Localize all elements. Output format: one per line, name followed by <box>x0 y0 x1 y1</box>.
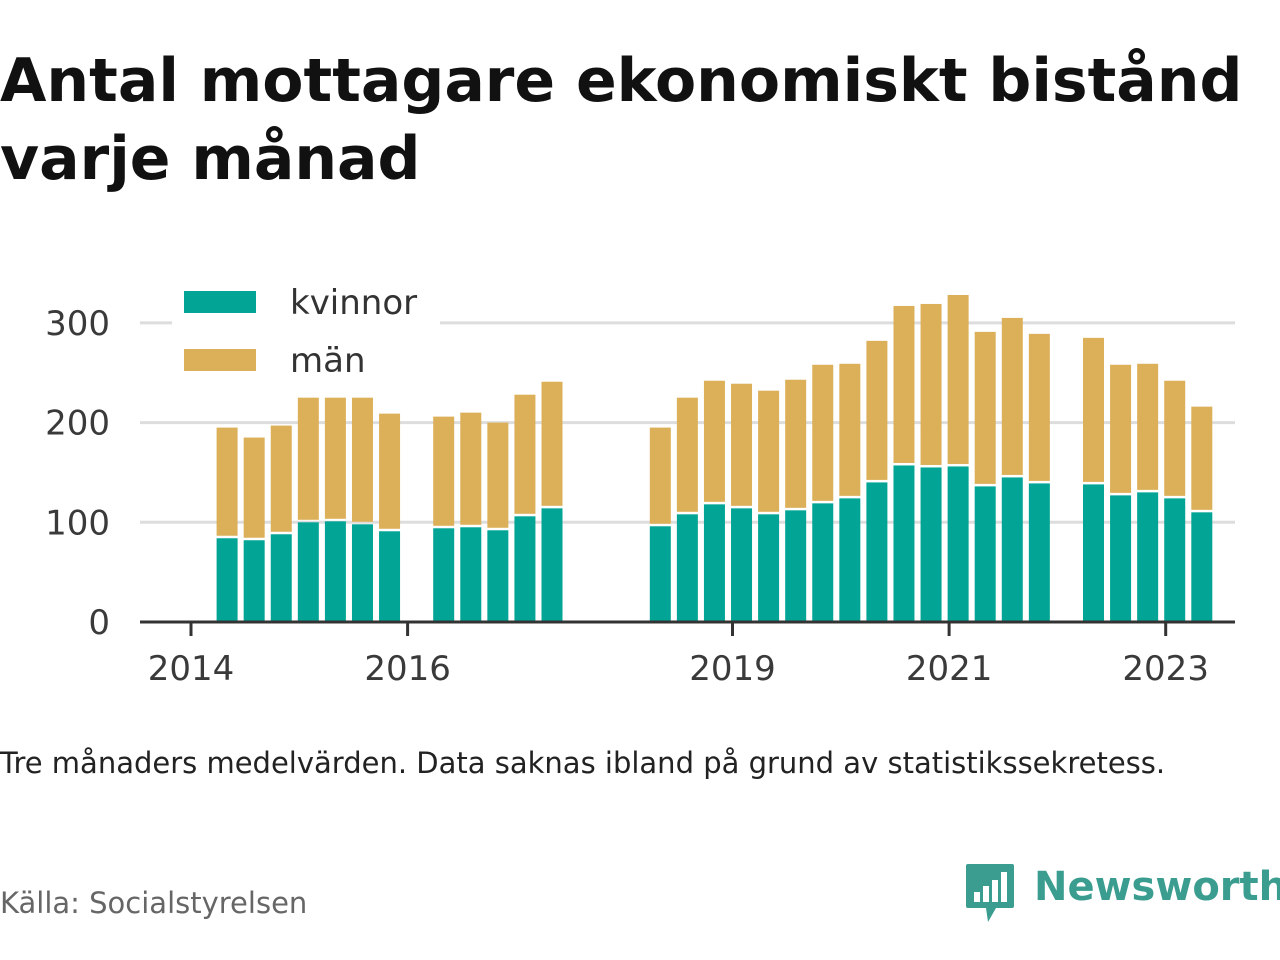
x-tick-label: 2016 <box>364 649 451 689</box>
bar-man <box>1028 333 1050 481</box>
bar-kvinnor <box>487 530 509 622</box>
bar-man <box>433 416 455 526</box>
legend-swatch-kvinnor <box>184 291 256 313</box>
chart: 2014 2016 2019 2021 2023 0 100 200 300 kvinnor … <box>45 282 1235 689</box>
chart-title: Antal mottagare ekonomiskt bistånd varje… <box>0 46 1243 194</box>
legend: kvinnor män <box>172 282 440 392</box>
bar-kvinnor <box>1001 477 1023 622</box>
bar-kvinnor <box>460 527 482 622</box>
bar-man <box>1001 317 1023 475</box>
bar-man <box>649 427 671 524</box>
newsworthy-logo-icon <box>966 864 1014 922</box>
brand-name: Newsworthy <box>1034 864 1280 910</box>
bar-kvinnor <box>812 503 834 622</box>
x-tick-label: 2021 <box>906 649 993 689</box>
bar-kvinnor <box>541 508 563 622</box>
y-tick-label: 200 <box>45 404 110 444</box>
bar-kvinnor <box>1110 495 1132 622</box>
legend-label-man: män <box>290 341 366 381</box>
bar-man <box>785 379 807 508</box>
bar-man <box>351 397 373 522</box>
bar-man <box>703 380 725 502</box>
bar-kvinnor <box>297 522 319 622</box>
bar-man <box>297 397 319 520</box>
bar-kvinnor <box>974 486 996 622</box>
bar-man <box>893 305 915 463</box>
bar-man <box>1110 364 1132 493</box>
bar-kvinnor <box>785 510 807 622</box>
bar-kvinnor <box>270 534 292 622</box>
bar-man <box>1164 380 1186 496</box>
bar-man <box>947 294 969 464</box>
bar-man <box>270 425 292 532</box>
bar-kvinnor <box>1164 498 1186 622</box>
chart-note: Tre månaders medelvärden. Data saknas ib… <box>0 746 1166 780</box>
bar-man <box>974 331 996 484</box>
bar-man <box>243 437 265 538</box>
bar-man <box>1083 337 1104 482</box>
bar-kvinnor <box>920 467 942 622</box>
legend-swatch-man <box>184 349 256 371</box>
bar-kvinnor <box>514 516 536 622</box>
bar-kvinnor <box>758 514 780 622</box>
bar-man <box>460 412 482 525</box>
bar-man <box>920 303 942 465</box>
bar-kvinnor <box>731 508 753 622</box>
x-tick-label: 2019 <box>689 649 776 689</box>
bar-kvinnor <box>433 528 455 622</box>
bar-man <box>1191 406 1213 510</box>
bar-kvinnor <box>243 540 265 622</box>
x-tick-label: 2023 <box>1122 649 1209 689</box>
bar-man <box>541 381 563 506</box>
bar-kvinnor <box>893 465 915 622</box>
x-tick-label: 2014 <box>148 649 235 689</box>
bar-kvinnor <box>216 538 238 622</box>
bar-kvinnor <box>1191 512 1213 622</box>
bar-kvinnor <box>1137 492 1159 622</box>
bar-man <box>676 397 698 512</box>
bar-kvinnor <box>866 482 888 622</box>
bar-kvinnor <box>649 526 671 622</box>
bar-man <box>812 364 834 501</box>
y-tick-label: 0 <box>88 603 110 643</box>
source-text: Källa: Socialstyrelsen <box>0 886 308 920</box>
bar-kvinnor <box>703 504 725 622</box>
bar-man <box>487 422 509 528</box>
bar-kvinnor <box>839 498 861 622</box>
bars <box>216 294 1213 622</box>
bar-man <box>758 390 780 512</box>
x-axis: 2014 2016 2019 2021 2023 <box>140 620 1235 689</box>
bar-man <box>1137 363 1159 490</box>
bar-man <box>324 397 346 519</box>
bar-man <box>839 363 861 496</box>
bar-kvinnor <box>947 466 969 622</box>
bar-man <box>866 340 888 480</box>
bar-kvinnor <box>351 524 373 622</box>
bar-kvinnor <box>676 514 698 622</box>
legend-label-kvinnor: kvinnor <box>290 283 417 323</box>
brand-logo[interactable]: Newsworthy <box>964 862 1280 926</box>
bar-kvinnor <box>379 531 401 622</box>
bar-man <box>514 394 536 514</box>
bar-man <box>379 413 401 529</box>
bar-man <box>731 383 753 506</box>
y-tick-label: 300 <box>45 304 110 344</box>
bar-kvinnor <box>1083 484 1104 622</box>
bar-kvinnor <box>1028 483 1050 622</box>
bar-kvinnor <box>324 521 346 622</box>
y-axis: 0 100 200 300 <box>45 304 110 643</box>
y-tick-label: 100 <box>45 503 110 543</box>
bar-man <box>216 427 238 536</box>
